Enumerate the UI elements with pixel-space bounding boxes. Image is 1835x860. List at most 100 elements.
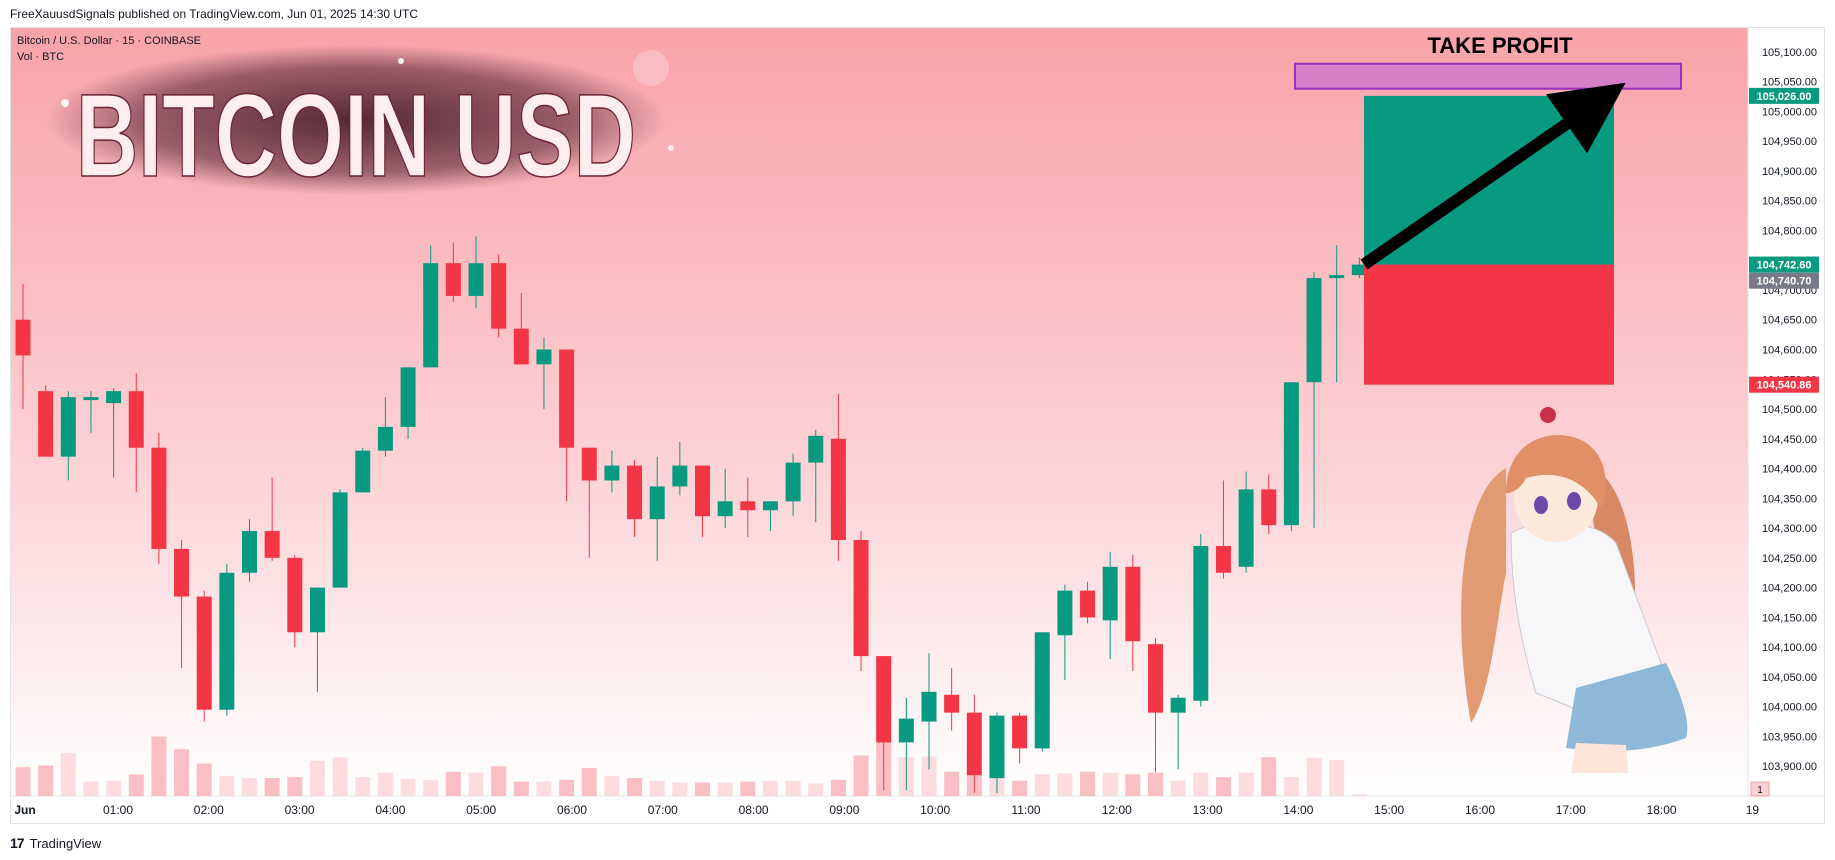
take-profit-label: TAKE PROFIT	[1427, 33, 1573, 58]
y-tick-label: 104,900.00	[1762, 166, 1817, 178]
volume-bar	[128, 774, 144, 796]
volume-bar	[83, 781, 99, 796]
candles	[15, 236, 1367, 794]
y-tick-label: 104,200.00	[1762, 583, 1817, 595]
volume-bar	[1034, 774, 1050, 796]
candle	[1261, 474, 1277, 535]
candle	[1148, 638, 1163, 773]
publish-header: FreeXauusdSignals published on TradingVi…	[10, 7, 419, 21]
volume-bar	[1193, 772, 1209, 796]
y-tick-label: 105,050.00	[1762, 77, 1817, 89]
volume-bars	[15, 710, 1367, 796]
candle	[536, 337, 552, 410]
volume-bar	[196, 763, 212, 796]
volume-badge: 1	[1750, 781, 1770, 797]
candle	[1306, 272, 1322, 529]
x-tick-label: 14:00	[1283, 803, 1313, 817]
candle-body	[898, 718, 914, 743]
candle-body	[1306, 278, 1322, 383]
candle-body	[672, 465, 688, 487]
candle-body	[1261, 489, 1277, 526]
candle-body	[989, 715, 1005, 779]
candle-body	[83, 397, 99, 401]
candle	[423, 245, 439, 368]
candle	[944, 668, 960, 731]
candle-body	[196, 596, 212, 710]
candle-body	[536, 349, 552, 365]
price-label-text: 105,026.00	[1756, 91, 1811, 103]
candlestick-chart[interactable]: BITCOIN USD Bitcoin / U.S. Dollar · 15 ·…	[11, 28, 1824, 823]
time-axis[interactable]: Jun 01:00 02:00 03:00 04:00 05:00 06:00 07:00 08…	[14, 803, 1759, 817]
candle	[60, 391, 76, 481]
price-label-text: 104,742.60	[1756, 260, 1811, 272]
y-tick-label: 104,000.00	[1762, 702, 1817, 714]
candle	[966, 694, 982, 794]
volume-bar	[1125, 774, 1141, 796]
candle-body	[1034, 632, 1050, 749]
candle-body	[1329, 275, 1345, 279]
candle	[38, 385, 54, 457]
candle-body	[1148, 644, 1163, 713]
candle	[1125, 554, 1141, 671]
volume-bar	[695, 782, 710, 796]
candle	[695, 465, 710, 538]
price-axis[interactable]: 105,100.00 105,050.00 105,000.00 104,950.00…	[1762, 47, 1817, 773]
candle-body	[1283, 382, 1299, 526]
volume-bar	[106, 780, 122, 796]
title-glow	[46, 45, 666, 195]
candle	[332, 489, 348, 588]
sparkle	[633, 50, 669, 86]
candle	[989, 712, 1005, 794]
volume-bar	[740, 781, 756, 796]
candle	[468, 236, 484, 308]
candle	[219, 563, 235, 716]
y-tick-label: 104,250.00	[1762, 553, 1817, 565]
candle	[649, 456, 665, 561]
y-tick-label: 103,950.00	[1762, 731, 1817, 743]
title-banner: BITCOIN USD	[46, 45, 674, 203]
volume-badge-box	[1750, 781, 1770, 797]
price-label-box	[1749, 256, 1819, 273]
candle	[309, 587, 325, 692]
candle	[1080, 581, 1096, 624]
y-tick-label: 103,900.00	[1762, 761, 1817, 773]
candle	[491, 254, 507, 338]
volume-bar	[1102, 772, 1118, 796]
legend-symbol: Bitcoin / U.S. Dollar · 15 · COINBASE	[17, 35, 201, 47]
candle	[400, 367, 416, 439]
y-tick-label: 104,950.00	[1762, 136, 1817, 148]
x-tick-label: 12:00	[1102, 803, 1132, 817]
candle	[128, 373, 144, 493]
price-label-text: 104,740.70	[1756, 276, 1811, 288]
candle-body	[106, 391, 122, 404]
candle	[151, 432, 167, 564]
candle-body	[287, 557, 303, 633]
y-tick-label: 104,650.00	[1762, 315, 1817, 327]
candle-body	[808, 435, 824, 463]
banner-title: BITCOIN USD	[76, 70, 636, 202]
sparkle	[668, 145, 674, 151]
legend-volume: Vol · BTC	[17, 51, 64, 63]
volume-bar	[717, 782, 733, 796]
candle	[740, 477, 756, 538]
candle-body	[128, 391, 144, 448]
volume-bar	[830, 779, 846, 796]
volume-bar	[1012, 780, 1028, 796]
footer[interactable]: 17 TradingView	[10, 835, 101, 851]
x-tick-label: 07:00	[648, 803, 678, 817]
y-tick-label: 104,600.00	[1762, 344, 1817, 356]
volume-bar	[808, 783, 824, 796]
volume-bar	[944, 771, 960, 796]
candle	[1283, 382, 1299, 532]
candle-body	[944, 694, 960, 713]
candle-body	[174, 548, 190, 597]
volume-bar	[1261, 757, 1277, 796]
y-tick-label: 104,450.00	[1762, 434, 1817, 446]
volume-bar	[604, 776, 620, 796]
volume-bar	[15, 767, 31, 796]
volume-bar	[264, 778, 280, 796]
volume-bar	[151, 736, 167, 796]
candle	[1057, 584, 1073, 680]
volume-bar	[536, 781, 552, 796]
y-tick-label: 104,350.00	[1762, 493, 1817, 505]
